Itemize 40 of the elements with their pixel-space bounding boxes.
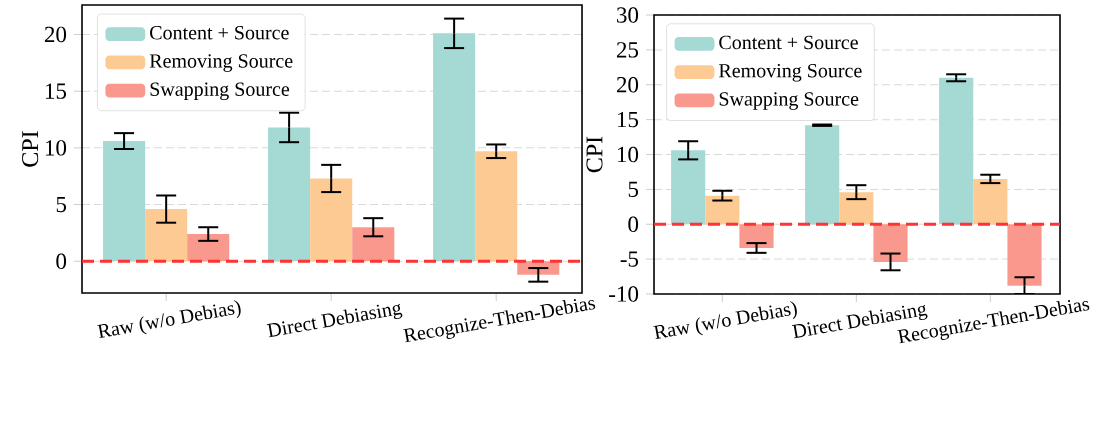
legend-label: Removing Source [718, 64, 862, 82]
legend-label: Removing Source [149, 54, 293, 72]
legend-label: Content + Source [150, 26, 289, 40]
y-axis-title: CPI [586, 136, 603, 173]
y-tick-label: 30 [617, 7, 639, 23]
bar [805, 125, 840, 225]
bar [310, 178, 353, 262]
bar [103, 141, 146, 262]
y-tick-label: 5 [628, 181, 639, 198]
y-tick-label: 20 [44, 26, 67, 43]
bar [705, 195, 740, 225]
x-tick-label: Raw (w/o Debias) [97, 300, 241, 339]
bar [352, 227, 395, 262]
y-tick-label: 5 [56, 196, 67, 213]
y-tick-label: -10 [609, 286, 639, 302]
legend-label: Swapping Source [150, 82, 290, 101]
y-tick-label: 0 [56, 253, 67, 270]
bar [1007, 224, 1042, 286]
x-tick-label: Direct Debiasing [266, 303, 403, 338]
bar [268, 127, 311, 262]
y-tick-label: 0 [628, 216, 639, 233]
bar [475, 151, 518, 262]
bar [839, 192, 874, 225]
y-axis-title: CPI [22, 131, 39, 167]
y-tick-label: 15 [617, 111, 639, 128]
legend-label: Content + Source [719, 35, 858, 50]
bar [433, 33, 476, 262]
y-tick-label: -5 [620, 251, 639, 267]
y-tick-label: 15 [45, 83, 67, 99]
y-tick-label: 25 [616, 42, 639, 58]
bar [145, 209, 188, 262]
y-tick-label: 20 [616, 77, 639, 93]
bar [973, 178, 1008, 225]
bar [187, 234, 230, 262]
bar [671, 150, 706, 225]
y-tick-label: 10 [617, 146, 639, 163]
bar [939, 77, 974, 225]
bar [873, 224, 908, 262]
legend-label: Swapping Source [719, 92, 859, 110]
y-tick-label: 10 [45, 140, 67, 156]
